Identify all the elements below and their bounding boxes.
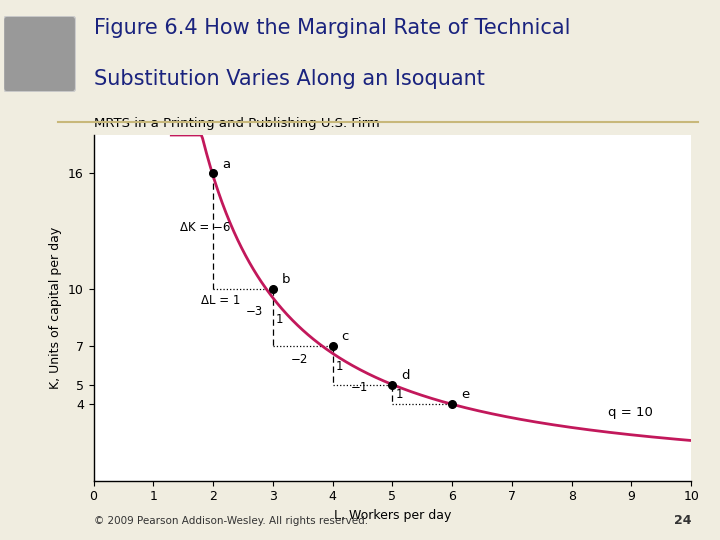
Text: © 2009 Pearson Addison-Wesley. All rights reserved.: © 2009 Pearson Addison-Wesley. All right… [94, 516, 368, 526]
Text: 1: 1 [336, 360, 343, 373]
Y-axis label: K, Units of capital per day: K, Units of capital per day [50, 227, 63, 389]
Text: q = 10: q = 10 [608, 406, 652, 419]
Text: d: d [401, 369, 410, 382]
Text: a: a [222, 158, 230, 171]
Text: ΔL = 1: ΔL = 1 [201, 294, 240, 307]
Text: −1: −1 [351, 381, 368, 394]
Text: 1: 1 [276, 313, 284, 326]
Text: b: b [282, 273, 290, 286]
X-axis label: L, Workers per day: L, Workers per day [333, 509, 451, 522]
FancyBboxPatch shape [4, 16, 76, 92]
Text: −2: −2 [291, 354, 308, 367]
Text: c: c [341, 330, 349, 343]
Text: Figure 6.4 How the Marginal Rate of Technical: Figure 6.4 How the Marginal Rate of Tech… [94, 18, 570, 38]
Text: ΔK = −6: ΔK = −6 [180, 221, 230, 234]
Text: MRTS in a Printing and Publishing U.S. Firm: MRTS in a Printing and Publishing U.S. F… [94, 117, 379, 130]
Text: e: e [461, 388, 469, 401]
Text: 1: 1 [395, 388, 403, 401]
Text: Substitution Varies Along an Isoquant: Substitution Varies Along an Isoquant [94, 69, 485, 89]
Text: −3: −3 [246, 305, 264, 318]
Text: 24: 24 [674, 514, 691, 526]
